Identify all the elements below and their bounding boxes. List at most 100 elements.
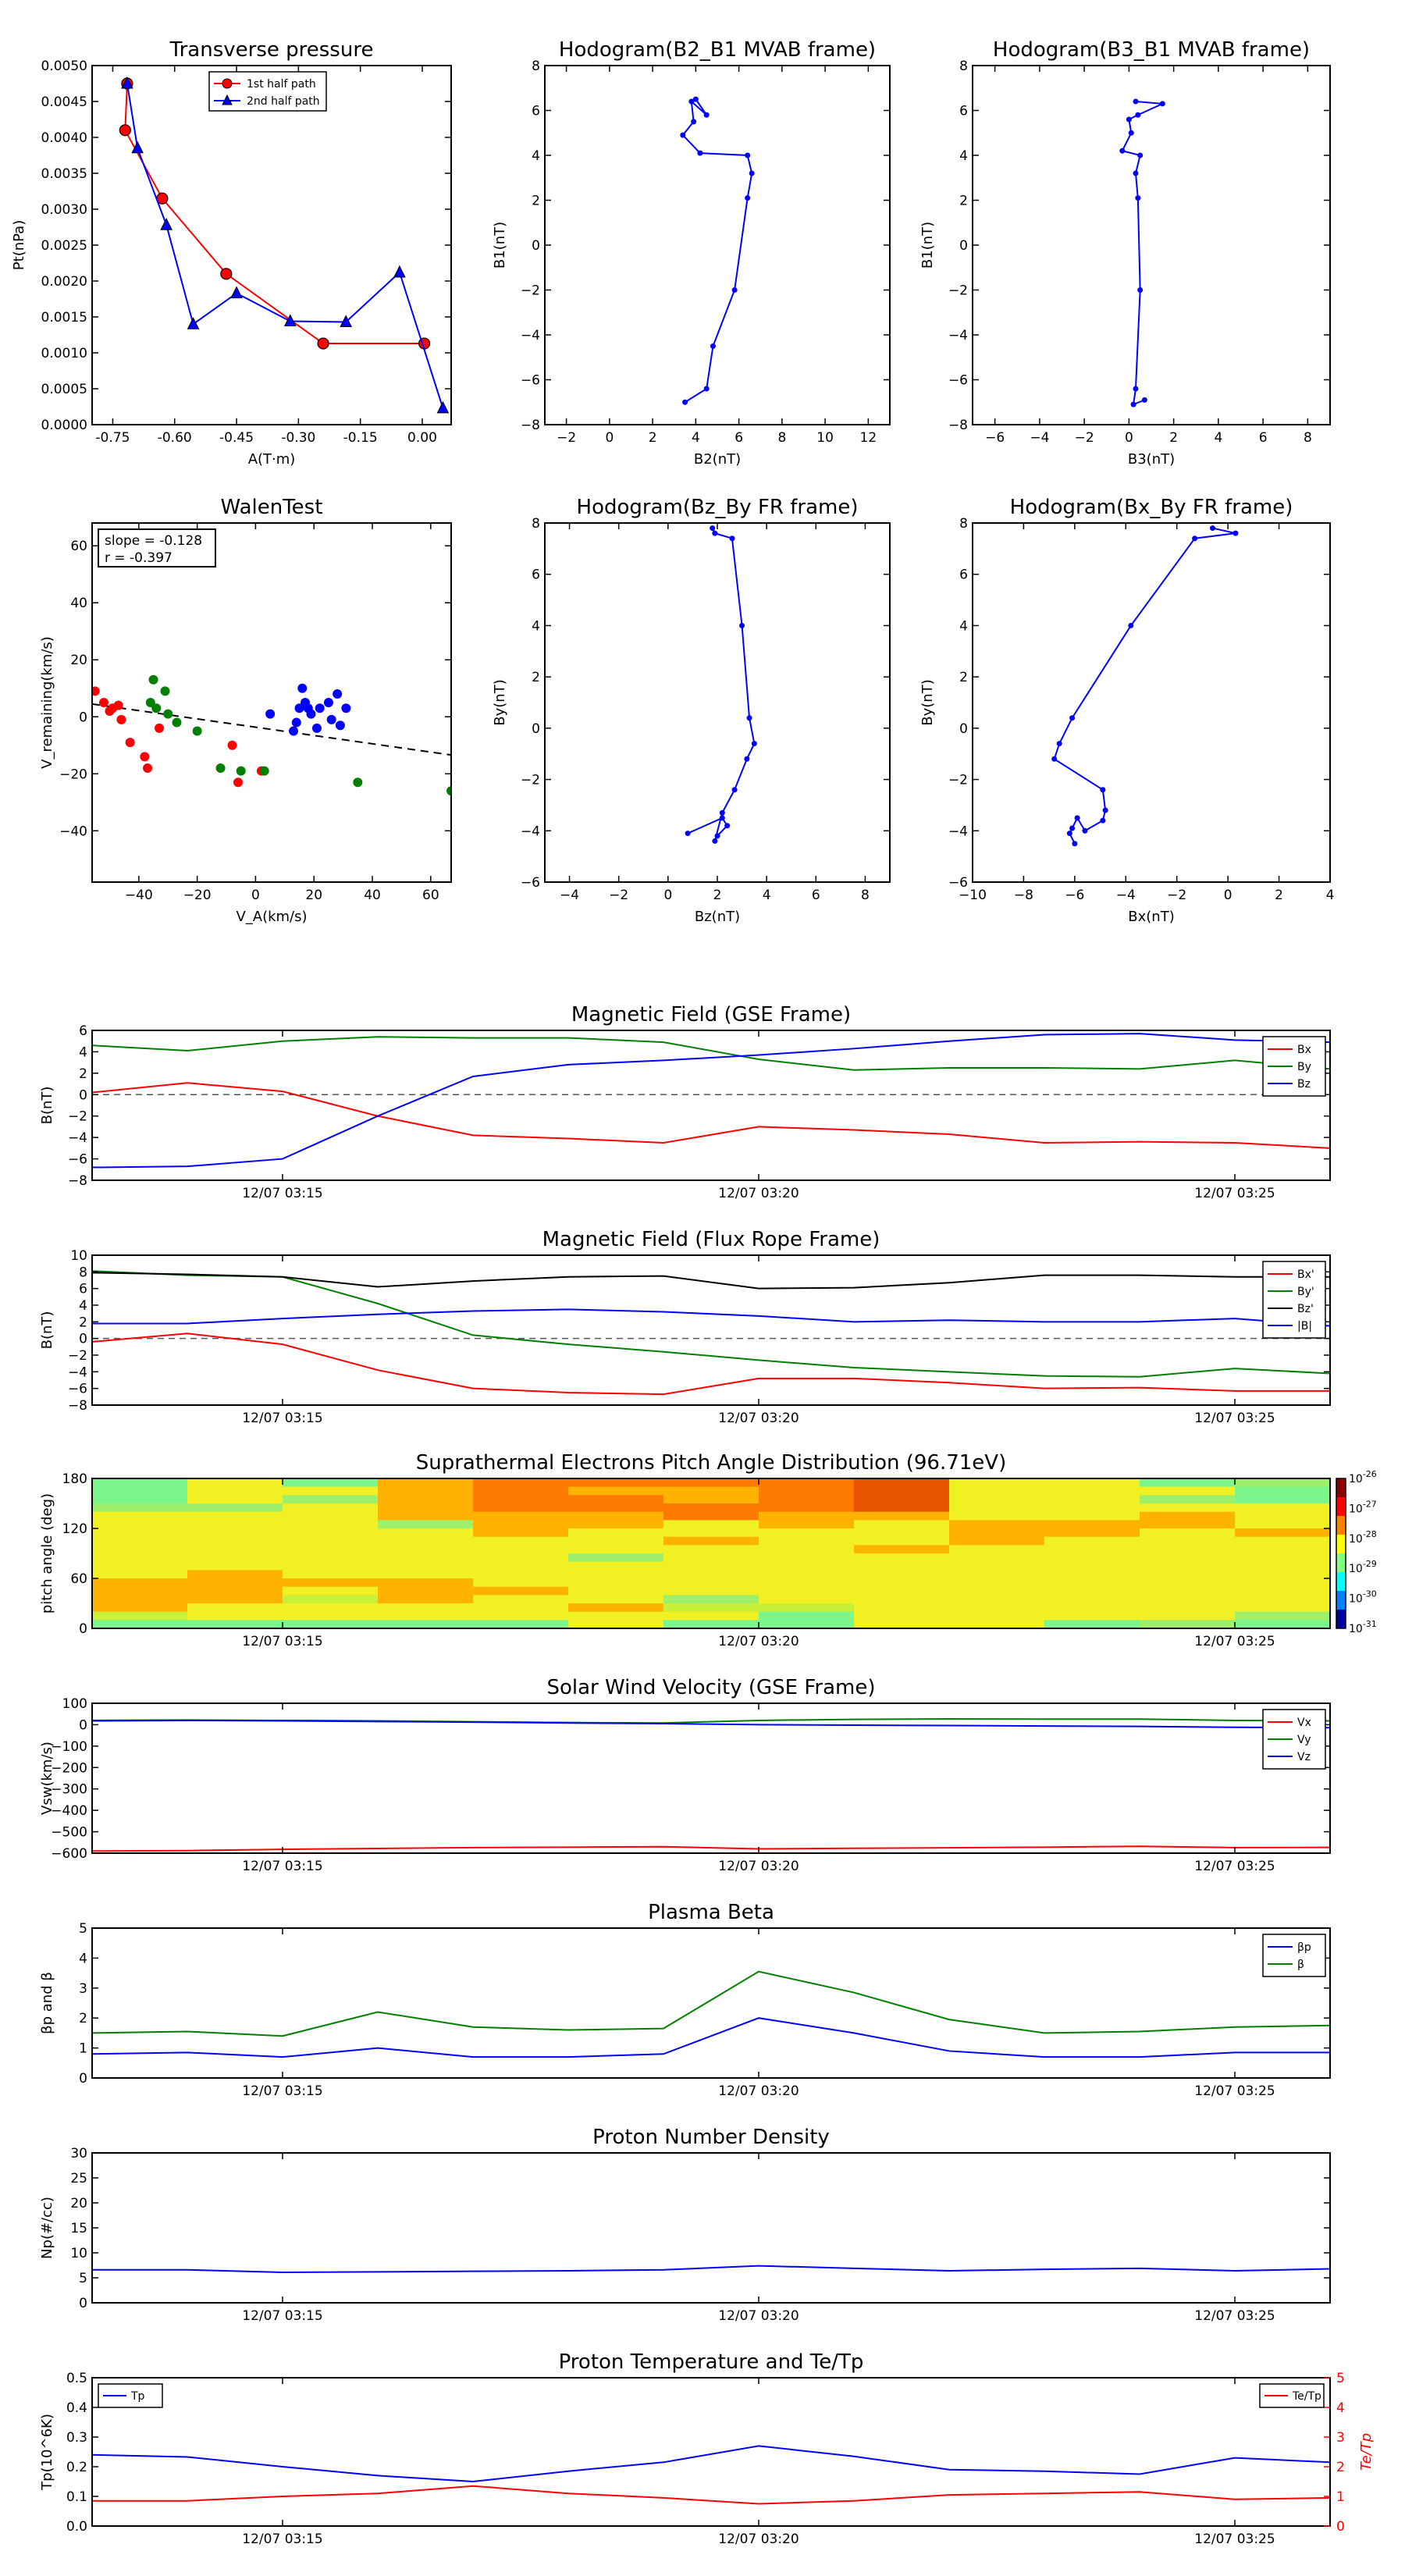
heatmap-cell: [663, 1511, 759, 1521]
heatmap-cell: [187, 1561, 283, 1571]
scatter-point: [155, 723, 165, 733]
series-line-Vz: [92, 1719, 1330, 1729]
plot-area: [92, 2445, 1330, 2505]
x-tick-label: −10: [959, 888, 987, 903]
y-tick-label: 4: [959, 148, 968, 164]
y-tick-label: 0: [79, 2071, 87, 2087]
data-point: [731, 287, 738, 293]
heatmap-cell: [92, 1536, 188, 1546]
y-tick-label: 0: [79, 1087, 87, 1103]
heatmap-cell: [663, 1528, 759, 1538]
y-tick-label: 5: [79, 2271, 87, 2286]
heatmap-cell: [854, 1520, 950, 1529]
heatmap-cell: [663, 1611, 759, 1621]
x-tick-label: 12/07 03:20: [718, 1186, 799, 1201]
heatmap-cell: [283, 1620, 379, 1629]
heatmap-cell: [187, 1611, 283, 1621]
heatmap-cell: [854, 1528, 950, 1538]
heatmap-cell: [187, 1553, 283, 1563]
x-tick-label: 12/07 03:20: [718, 2083, 799, 2099]
x-tick-label: 4: [1326, 888, 1335, 903]
x-tick-label: −20: [183, 888, 212, 903]
heatmap-cell: [854, 1578, 950, 1588]
heatmap-cell: [568, 1520, 664, 1529]
x-tick-label: −2: [557, 430, 576, 446]
y-tick-label: 8: [79, 1265, 87, 1280]
heatmap-cell: [378, 1553, 474, 1563]
colorbar-frame: [1336, 1478, 1346, 1629]
heatmap-cell: [473, 1570, 569, 1579]
chart-title: Magnetic Field (GSE Frame): [571, 1003, 851, 1026]
heatmap-cell: [473, 1503, 569, 1513]
series-line-0: [92, 2265, 1330, 2273]
chart-title: Hodogram(Bz_By FR frame): [577, 496, 859, 519]
x-tick-label: 12/07 03:15: [242, 1634, 322, 1649]
heatmap-cell: [187, 1603, 283, 1613]
heatmap-cell: [759, 1503, 855, 1513]
y-tick-label: −200: [51, 1760, 87, 1776]
chart-title: Hodogram(B3_B1 MVAB frame): [993, 38, 1310, 62]
x-tick-label: 12/07 03:15: [242, 2532, 322, 2547]
y-axis-label: By(nT): [919, 679, 936, 725]
data-point: [1133, 98, 1139, 105]
plot-frame: [91, 1254, 1331, 1406]
x-tick-label: 20: [305, 888, 322, 903]
y-tick-label: −4: [948, 328, 968, 343]
x-tick-label: 60: [422, 888, 439, 903]
colorbar-tick-label: 10-28: [1349, 1529, 1377, 1546]
legend-label: β: [1297, 1959, 1304, 1971]
scatter-point: [163, 709, 173, 719]
heatmap-cell: [92, 1486, 188, 1496]
colorbar-tick-label: 10-30: [1349, 1589, 1377, 1606]
heatmap-cell: [568, 1603, 664, 1613]
heatmap-cell: [187, 1486, 283, 1496]
data-point: [746, 715, 752, 721]
x-tick-label: 12/07 03:25: [1194, 2308, 1275, 2324]
heatmap-cell: [378, 1603, 474, 1613]
x-tick-label: 12: [860, 430, 877, 446]
heatmap-cell: [1235, 1545, 1331, 1554]
scatter-point: [227, 740, 237, 750]
data-point: [1141, 397, 1147, 403]
y-tick-label: 0.0035: [41, 166, 87, 182]
heatmap-cell: [759, 1553, 855, 1563]
data-point: [1192, 535, 1198, 542]
data-point: [1056, 741, 1062, 747]
heatmap-cell: [378, 1478, 474, 1488]
x-tick-label: −6: [1065, 888, 1084, 903]
plot-frame: [91, 65, 452, 425]
heatmap-cell: [1044, 1478, 1140, 1488]
heatmap-cell: [473, 1528, 569, 1538]
y-tick-label: −4: [68, 1130, 87, 1146]
plot-area: [92, 1270, 1330, 1396]
y-tick-label: 6: [79, 1023, 87, 1039]
heatmap-cell: [473, 1495, 569, 1504]
annotation-box: [98, 528, 216, 568]
chart-title: Hodogram(B2_B1 MVAB frame): [559, 38, 876, 62]
plot-area: [92, 1970, 1330, 2058]
y-tick-label: 6: [959, 104, 968, 119]
y-tick-label: −8: [521, 418, 540, 433]
heatmap-cell: [1235, 1586, 1331, 1596]
heatmap-cell: [187, 1570, 283, 1579]
chart-p5: Hodogram(Bz_By FR frame) −4 −2 0 2 4 6 8 −6 −4 −2 0…: [492, 496, 891, 925]
heatmap-cell: [1140, 1611, 1236, 1621]
y-tick-label: 0.0050: [41, 59, 87, 74]
heatmap-cell: [663, 1586, 759, 1596]
heatmap-cell: [854, 1561, 950, 1571]
y-tick-label: 25: [70, 2171, 87, 2186]
legend-label: Vy: [1297, 1734, 1311, 1746]
plot-frame: [91, 1703, 1331, 1854]
scatter-point: [289, 726, 299, 736]
y-tick-label: 6: [959, 568, 968, 583]
y-axis-label: Tp(10^6K): [39, 2414, 55, 2491]
y-tick-label: 10: [70, 2246, 87, 2261]
x-tick-label: 0: [1125, 430, 1133, 446]
heatmap-cell: [1044, 1511, 1140, 1521]
heatmap-cell: [1140, 1536, 1236, 1546]
series-line-βp: [92, 2017, 1330, 2058]
colorbar-tick-label: 10-26: [1349, 1469, 1377, 1485]
heatmap-cell: [1044, 1545, 1140, 1554]
heatmap-cell: [1235, 1611, 1331, 1621]
heatmap-cell: [92, 1611, 188, 1621]
